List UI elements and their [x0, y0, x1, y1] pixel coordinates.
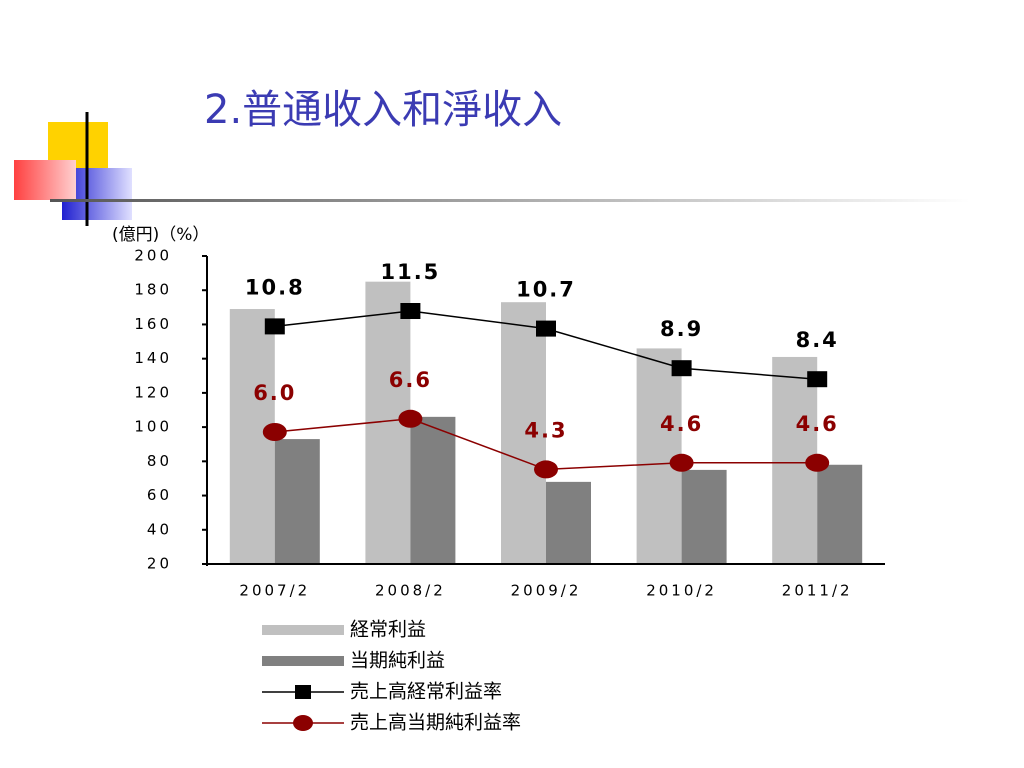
data-label: 6.0 — [253, 381, 296, 405]
bar — [274, 439, 320, 564]
y-tick-label: 20 — [147, 555, 172, 573]
marker — [669, 453, 694, 472]
legend-swatch — [262, 625, 344, 635]
y-tick-label: 140 — [134, 349, 172, 367]
y-tick-label: 180 — [134, 281, 172, 299]
data-label: 4.6 — [660, 412, 703, 436]
y-tick-label: 100 — [134, 418, 172, 436]
marker — [262, 423, 287, 441]
x-tick-label: 2009/2 — [511, 582, 582, 600]
marker — [400, 303, 421, 319]
legend-label: 当期純利益 — [350, 650, 445, 672]
x-tick-label: 2010/2 — [646, 582, 717, 600]
data-label: 8.4 — [796, 328, 839, 352]
y-tick-label: 120 — [134, 383, 172, 401]
x-tick-label: 2008/2 — [375, 582, 446, 600]
legend-marker — [293, 715, 313, 731]
legend-label: 経常利益 — [350, 619, 426, 641]
marker — [398, 409, 423, 428]
decoration — [14, 112, 970, 226]
data-label: 10.7 — [516, 278, 576, 302]
x-tick-label: 2007/2 — [239, 582, 310, 600]
legend-label: 売上高経常利益率 — [350, 681, 502, 703]
bar — [546, 481, 591, 564]
bar — [501, 302, 546, 564]
data-label: 4.3 — [524, 418, 567, 442]
legend-label: 売上高当期純利益率 — [350, 712, 521, 734]
data-label: 8.9 — [660, 317, 703, 341]
marker — [807, 371, 828, 388]
y-tick-label: 200 — [134, 247, 172, 265]
bar — [410, 416, 456, 564]
y-tick-label: 80 — [147, 452, 172, 470]
marker — [264, 318, 285, 335]
y-tick-label: 60 — [147, 486, 172, 504]
marker — [536, 320, 556, 337]
title: 2.普通收入和淨收入 — [204, 87, 562, 133]
legend-marker — [295, 685, 311, 699]
y-tick-label: 160 — [134, 315, 172, 333]
bar — [817, 464, 863, 564]
x-tick-label: 2011/2 — [782, 582, 853, 600]
data-label: 4.6 — [796, 412, 839, 436]
data-label: 11.5 — [380, 260, 440, 284]
y-axis-label: (億円)（%） — [112, 225, 209, 245]
y-tick-label: 40 — [147, 520, 172, 538]
marker — [534, 460, 558, 479]
data-label: 10.8 — [245, 275, 305, 299]
data-label: 6.6 — [389, 368, 432, 392]
marker — [671, 360, 692, 377]
bar — [681, 469, 727, 564]
marker — [805, 453, 830, 472]
legend-swatch — [262, 656, 344, 666]
